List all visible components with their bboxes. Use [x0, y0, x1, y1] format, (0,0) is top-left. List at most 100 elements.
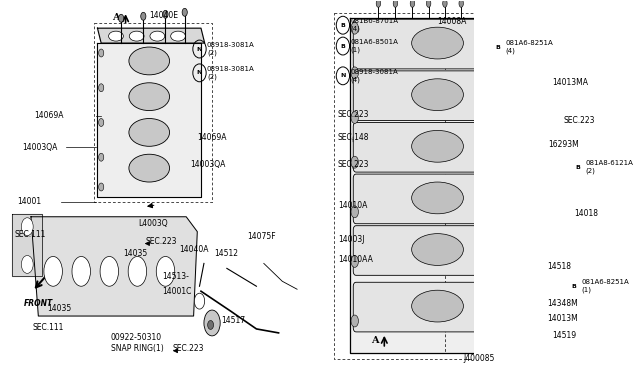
Text: B: B: [496, 45, 500, 49]
Text: 14519: 14519: [552, 331, 576, 340]
Ellipse shape: [150, 31, 164, 41]
FancyBboxPatch shape: [353, 282, 529, 332]
Text: 081A8-6121A
(2): 081A8-6121A (2): [586, 160, 633, 174]
Text: 14003QA: 14003QA: [190, 160, 225, 169]
Text: 14513-: 14513-: [163, 272, 189, 281]
Ellipse shape: [99, 119, 104, 126]
Ellipse shape: [536, 256, 543, 267]
Text: B: B: [572, 284, 577, 289]
Text: 14003J: 14003J: [338, 235, 364, 244]
Text: 14010A: 14010A: [338, 201, 367, 210]
Text: 081A6-8501A
(1): 081A6-8501A (1): [350, 39, 398, 53]
Text: 14517: 14517: [221, 317, 246, 326]
Text: 14069A: 14069A: [35, 111, 64, 120]
Text: 081B6-8701A
(4): 081B6-8701A (4): [350, 19, 398, 32]
FancyBboxPatch shape: [353, 122, 529, 172]
Ellipse shape: [100, 256, 118, 286]
Ellipse shape: [443, 0, 447, 7]
FancyBboxPatch shape: [353, 174, 529, 224]
Text: 14040E: 14040E: [149, 11, 178, 20]
Text: B: B: [575, 165, 580, 170]
Ellipse shape: [412, 79, 463, 110]
Text: SEC.223: SEC.223: [563, 116, 595, 125]
Ellipse shape: [129, 119, 170, 146]
Text: 14069A: 14069A: [197, 133, 227, 142]
Ellipse shape: [99, 183, 104, 191]
Text: 14348M: 14348M: [547, 299, 578, 308]
Ellipse shape: [376, 0, 381, 7]
Ellipse shape: [156, 256, 175, 286]
Ellipse shape: [550, 137, 569, 164]
Ellipse shape: [99, 84, 104, 92]
Polygon shape: [350, 18, 545, 353]
Text: 14035: 14035: [47, 304, 72, 312]
Text: SEC.223: SEC.223: [145, 237, 177, 246]
Polygon shape: [97, 28, 205, 43]
Ellipse shape: [99, 153, 104, 161]
Ellipse shape: [351, 206, 358, 218]
Text: 14018: 14018: [574, 209, 598, 218]
FancyBboxPatch shape: [353, 226, 529, 275]
Text: SEC.223: SEC.223: [338, 110, 369, 119]
Ellipse shape: [536, 156, 543, 168]
Ellipse shape: [410, 0, 415, 7]
Text: 14512: 14512: [214, 249, 238, 258]
Ellipse shape: [351, 256, 358, 267]
Text: N: N: [197, 46, 202, 52]
Ellipse shape: [129, 47, 170, 75]
Text: 14075F: 14075F: [247, 232, 275, 241]
Text: SEC.111: SEC.111: [15, 230, 46, 239]
Text: 16293M: 16293M: [548, 140, 579, 149]
Ellipse shape: [393, 0, 397, 7]
Text: N: N: [197, 70, 202, 76]
Text: A: A: [371, 336, 378, 345]
Polygon shape: [31, 217, 197, 316]
Text: SEC.148: SEC.148: [338, 133, 369, 142]
Text: 14040A: 14040A: [179, 245, 208, 254]
Ellipse shape: [129, 154, 170, 182]
Ellipse shape: [129, 83, 170, 110]
Text: 08918-3081A
(2): 08918-3081A (2): [207, 42, 255, 56]
Ellipse shape: [476, 0, 481, 7]
Text: 14013M: 14013M: [547, 314, 578, 324]
Ellipse shape: [351, 112, 358, 124]
Ellipse shape: [536, 67, 543, 79]
Text: 08918-3081A
(2): 08918-3081A (2): [207, 66, 255, 80]
Ellipse shape: [536, 206, 543, 218]
Text: 14035: 14035: [124, 249, 148, 258]
Text: 14518: 14518: [547, 262, 571, 271]
Text: B: B: [340, 23, 346, 28]
Ellipse shape: [182, 8, 188, 16]
Ellipse shape: [351, 156, 358, 168]
Ellipse shape: [118, 14, 124, 22]
Ellipse shape: [21, 256, 33, 273]
Text: SEC.111: SEC.111: [33, 323, 64, 333]
Text: SEC.223: SEC.223: [173, 344, 204, 353]
Ellipse shape: [412, 234, 463, 265]
Ellipse shape: [21, 218, 33, 235]
Text: 14001: 14001: [18, 198, 42, 206]
Ellipse shape: [44, 256, 62, 286]
Text: 14013MA: 14013MA: [552, 78, 588, 87]
Ellipse shape: [128, 256, 147, 286]
Text: 00922-50310: 00922-50310: [111, 333, 162, 342]
Ellipse shape: [171, 31, 186, 41]
FancyBboxPatch shape: [353, 19, 529, 69]
Polygon shape: [97, 43, 201, 197]
Text: 081A6-8251A
(4): 081A6-8251A (4): [506, 40, 554, 54]
Text: 14003QA: 14003QA: [22, 143, 58, 152]
Text: FRONT: FRONT: [24, 299, 53, 308]
Ellipse shape: [536, 112, 543, 124]
Ellipse shape: [508, 0, 512, 7]
Polygon shape: [534, 187, 578, 271]
Text: J400085: J400085: [463, 354, 495, 363]
Ellipse shape: [493, 0, 497, 7]
Ellipse shape: [207, 321, 214, 330]
Ellipse shape: [412, 182, 463, 214]
Text: N: N: [340, 73, 346, 78]
Ellipse shape: [141, 12, 146, 20]
Ellipse shape: [163, 10, 168, 18]
Ellipse shape: [412, 290, 463, 322]
Ellipse shape: [351, 67, 358, 79]
Text: 14008A: 14008A: [438, 17, 467, 26]
